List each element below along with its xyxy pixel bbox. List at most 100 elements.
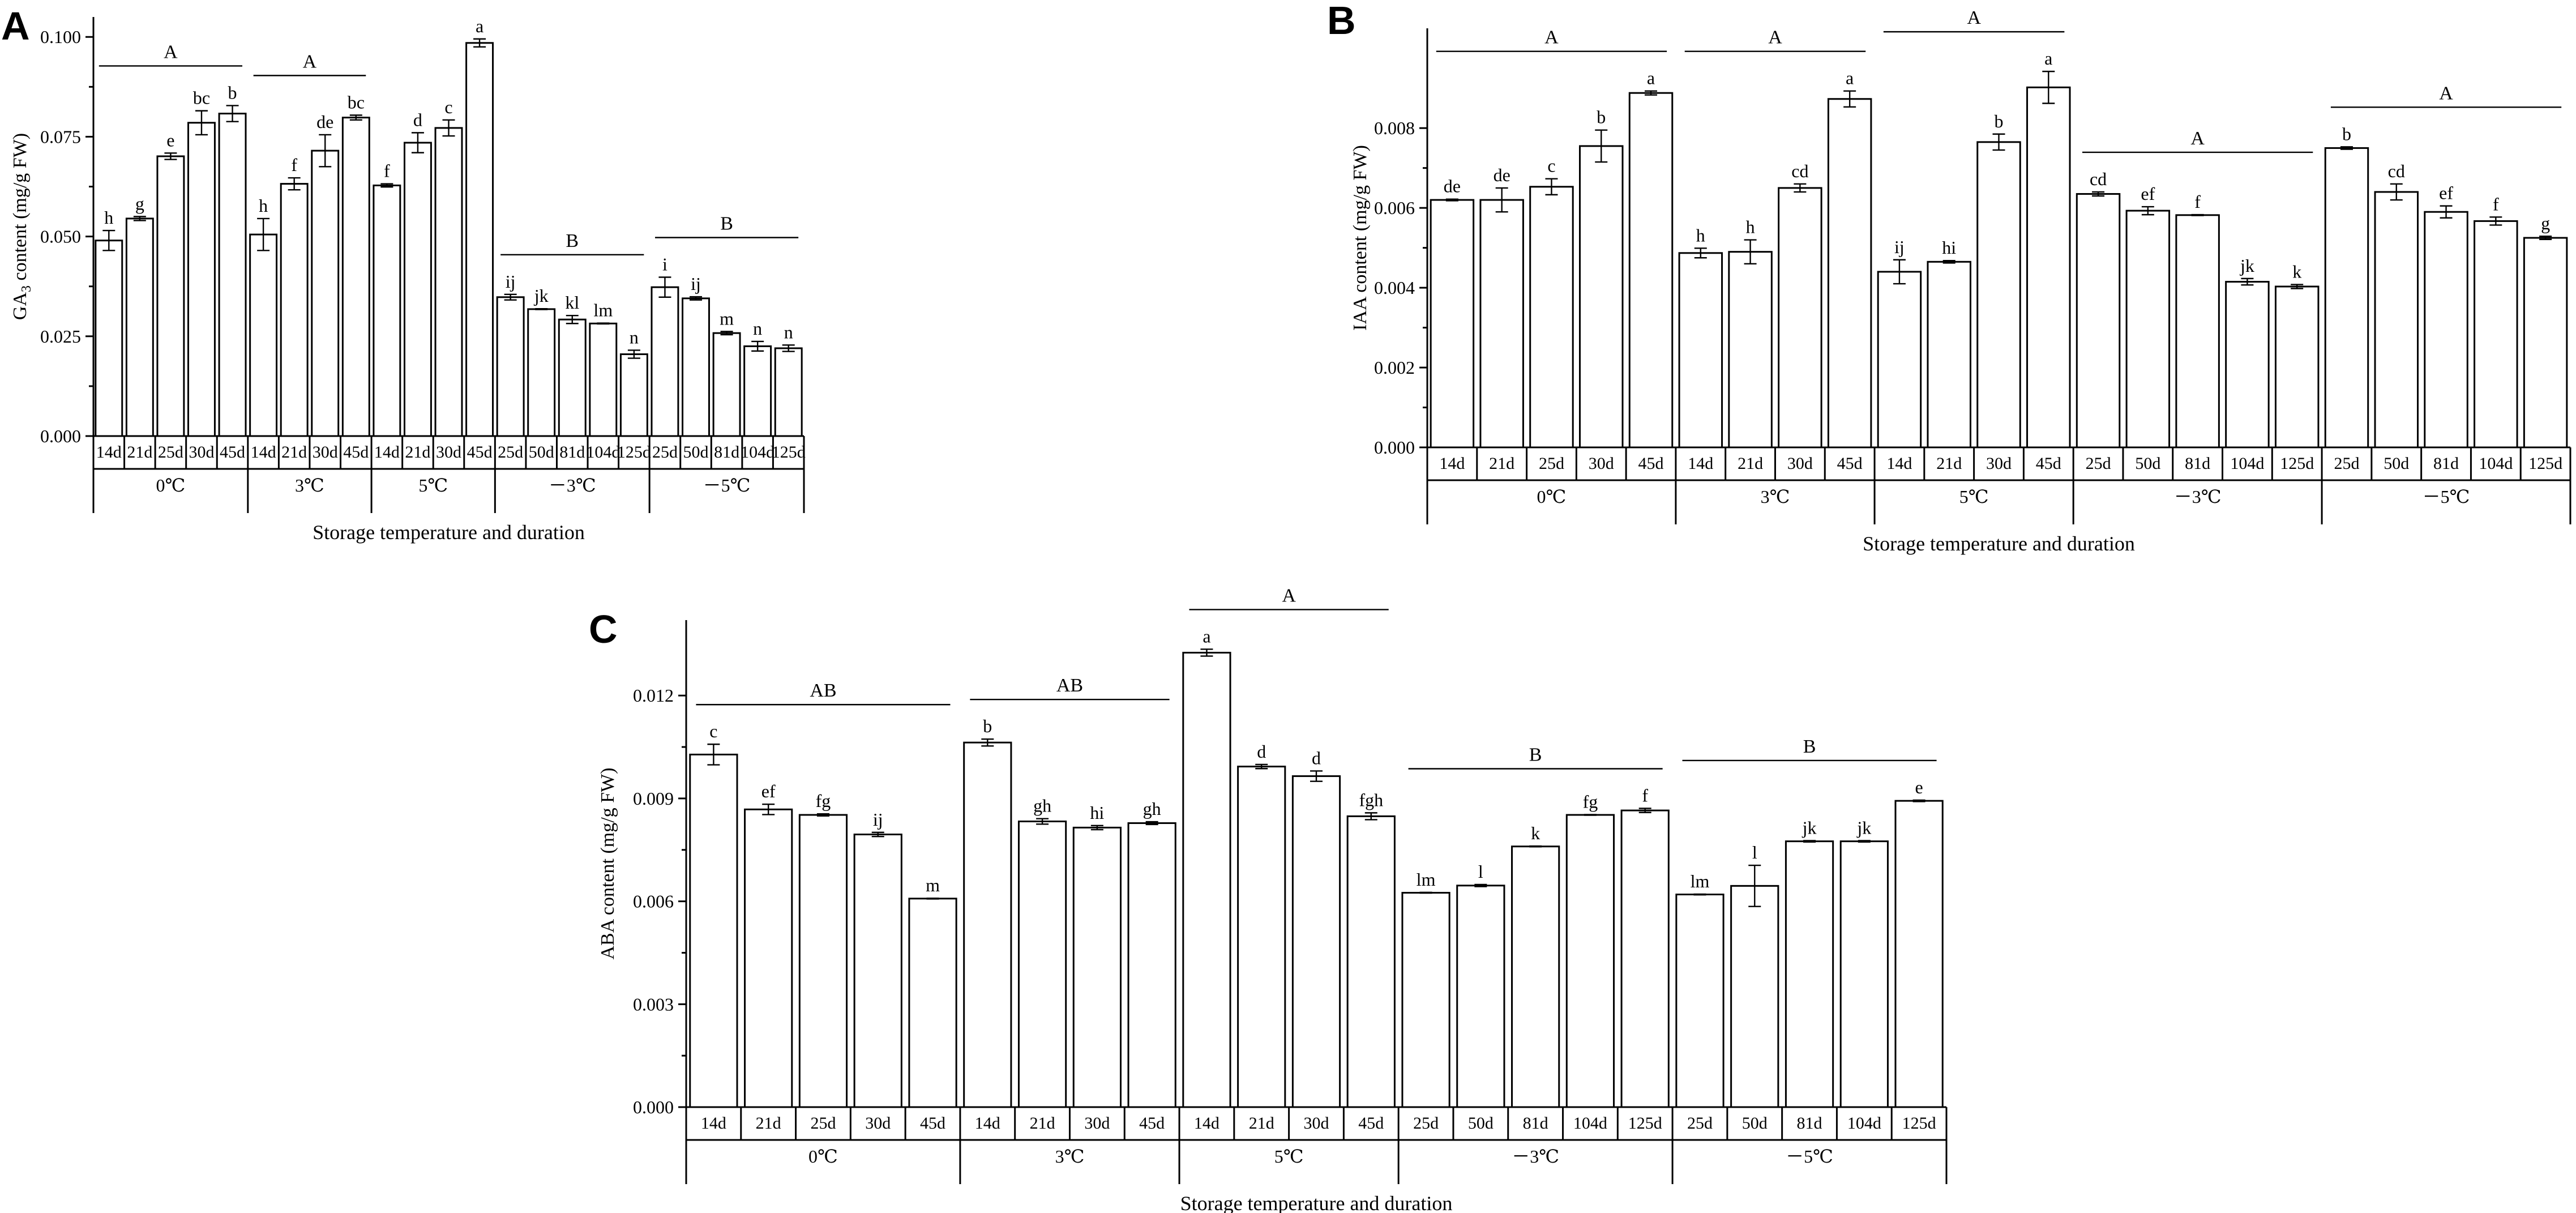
significance-label: bc [348, 92, 365, 112]
significance-label: ij [506, 271, 516, 292]
x-category-label: 104d [1847, 1114, 1881, 1133]
group-temperature-label: －3℃ [2174, 486, 2222, 507]
significance-label: m [926, 875, 940, 895]
group-significance-label: B [1803, 736, 1816, 757]
bar [403, 142, 432, 437]
x-category-label: 50d [683, 443, 709, 462]
y-axis-label-main: IAA content (mg/g FW) [1350, 145, 1371, 331]
bar [2523, 237, 2568, 449]
x-category-label: 125d [2280, 454, 2314, 473]
significance-label: lm [593, 300, 613, 321]
x-category-label: 21d [756, 1114, 781, 1133]
bar [1839, 840, 1889, 1108]
group-significance-label: A [1768, 27, 1782, 48]
bar [963, 741, 1012, 1108]
bar [619, 353, 648, 437]
bar [187, 122, 216, 437]
significance-label: n [784, 322, 793, 342]
bar [1017, 821, 1067, 1108]
significance-label: a [2044, 48, 2052, 69]
bar [1529, 186, 1574, 449]
x-category-label: 45d [920, 1114, 945, 1133]
y-axis-label: IAA content (mg/g FW) [1350, 145, 1371, 331]
group-significance-label: B [720, 213, 733, 234]
x-category-label: 25d [2086, 454, 2111, 473]
group-significance-label: AB [810, 680, 836, 701]
significance-label: d [1312, 748, 1321, 768]
bar [1894, 800, 1944, 1108]
y-tick-label: 0.000 [1374, 437, 1415, 458]
bar [908, 898, 957, 1108]
x-category-label: 81d [714, 443, 739, 462]
x-category-label: 50d [2135, 454, 2160, 473]
y-tick-label: 0.025 [40, 326, 81, 347]
bar [2125, 210, 2171, 449]
bar [311, 150, 340, 437]
bar [527, 308, 556, 437]
bar [1479, 199, 1524, 449]
bar [125, 217, 154, 437]
bar [744, 808, 793, 1108]
bar [2324, 147, 2369, 449]
bar [651, 286, 679, 437]
y-tick-label: 0.050 [40, 227, 81, 247]
significance-label: c [1547, 156, 1555, 176]
x-category-label: 25d [498, 443, 523, 462]
group-temperature-label: －5℃ [2423, 486, 2470, 507]
significance-label: jk [534, 285, 549, 306]
y-tick-label: 0.003 [633, 994, 674, 1014]
significance-label: fg [816, 791, 831, 811]
y-axis-label: GA3 content (mg/g FW) [10, 133, 34, 320]
x-category-label: 81d [559, 443, 585, 462]
bar [1578, 145, 1624, 449]
significance-label: h [1696, 225, 1705, 245]
significance-label: b [983, 716, 992, 736]
bar [689, 753, 738, 1108]
bar [1401, 891, 1450, 1108]
significance-label: f [291, 155, 297, 175]
group-significance-label: A [1544, 27, 1559, 48]
significance-label: g [135, 193, 144, 213]
x-category-label: 21d [405, 443, 430, 462]
significance-label: kl [565, 292, 579, 313]
significance-label: h [259, 195, 268, 216]
x-category-label: 14d [1688, 454, 1713, 473]
significance-label: m [720, 308, 734, 328]
significance-label: c [444, 97, 452, 117]
x-category-label: 104d [2230, 454, 2264, 473]
x-category-label: 21d [127, 443, 152, 462]
bar [1127, 822, 1176, 1108]
bar [589, 322, 618, 437]
x-category-label: 21d [281, 443, 307, 462]
group-temperature-label: 5℃ [1274, 1146, 1304, 1167]
x-category-label: 30d [436, 443, 461, 462]
significance-label: lm [1417, 869, 1436, 890]
x-category-label: 14d [1439, 454, 1465, 473]
x-category-label: 21d [1489, 454, 1514, 473]
bar [2424, 211, 2468, 449]
significance-label: f [2493, 194, 2499, 214]
x-category-label: 21d [1249, 1114, 1274, 1133]
significance-label: hi [1942, 237, 1956, 258]
bar [2026, 86, 2071, 449]
x-category-label: 25d [1687, 1114, 1713, 1133]
significance-label: gh [1143, 798, 1161, 819]
significance-label: n [753, 318, 762, 339]
y-tick-label: 0.006 [1374, 198, 1415, 218]
bar [558, 318, 587, 437]
x-category-label: 45d [1139, 1114, 1165, 1133]
y-tick-label: 0.002 [1374, 357, 1415, 378]
panel-label: A [1, 4, 30, 48]
y-tick-label: 0.009 [633, 788, 674, 809]
bar [712, 332, 741, 437]
bar [1628, 92, 1674, 449]
x-category-label: 30d [1084, 1114, 1110, 1133]
x-category-label: 21d [1936, 454, 1962, 473]
x-category-label: 30d [189, 443, 214, 462]
x-category-label: 81d [2185, 454, 2210, 473]
significance-label: jk [1802, 817, 1817, 838]
bar [682, 297, 710, 437]
x-category-label: 81d [1797, 1114, 1822, 1133]
group-significance-label: A [164, 41, 178, 62]
significance-label: l [1478, 861, 1483, 882]
